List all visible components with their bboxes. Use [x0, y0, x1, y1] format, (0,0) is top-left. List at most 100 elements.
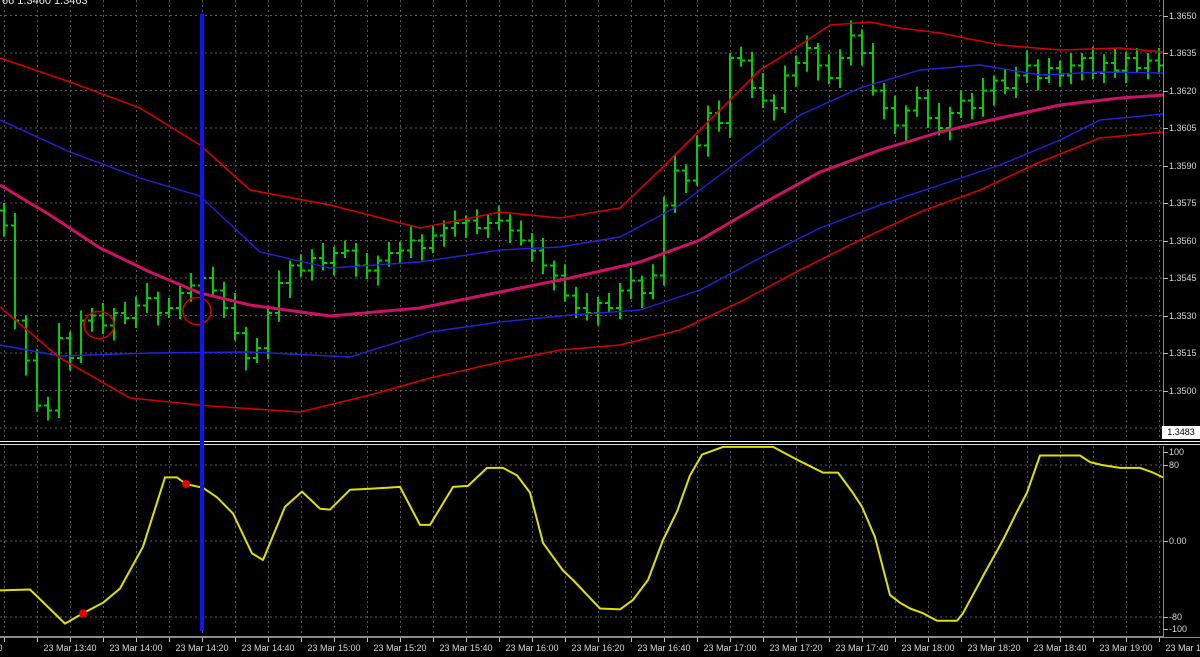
time-axis[interactable]: 23 Mar 13:20 23 Mar 13:40 23 Mar 14:00 23 M…	[0, 637, 1200, 657]
time-scale-tick	[829, 638, 830, 642]
time-scale-tick	[37, 638, 38, 642]
ohlc-bar	[792, 55, 800, 87]
ohlc-bar	[627, 268, 635, 300]
ohlc-bar	[275, 270, 283, 322]
ohlc-bar	[1111, 48, 1119, 78]
time-scale-label: 23 Mar 13:40	[43, 643, 97, 653]
price-scale-tick	[1163, 90, 1168, 92]
ohlc-bar	[99, 303, 107, 335]
vertical-cursor-line[interactable]	[200, 14, 204, 631]
signal-dot[interactable]	[79, 609, 87, 618]
signal-dot[interactable]	[182, 480, 190, 488]
oscillator-scale-label: -80	[1169, 612, 1183, 622]
ohlc-bar	[308, 249, 316, 281]
price-scale-label: 1.3590	[1169, 160, 1197, 171]
ohlc-bar	[0, 203, 8, 237]
time-scale-tick	[1126, 638, 1127, 642]
time-scale-tick	[1093, 638, 1094, 642]
price-scale-label: 1.3635	[1169, 48, 1197, 58]
time-scale-label: 23 Mar 18:20	[967, 643, 1021, 653]
oscillator-line	[0, 446, 1164, 625]
current-price-box: 1.3483	[1162, 426, 1200, 439]
ohlc-bar	[913, 86, 921, 117]
time-scale-tick	[136, 638, 137, 642]
highlight-ellipse[interactable]	[182, 296, 212, 326]
time-scale-label: 23 Mar 15:20	[373, 643, 427, 653]
ohlc-bar	[825, 54, 833, 85]
time-scale-label: 23 Mar 16:20	[571, 643, 625, 653]
ohlc-bar	[616, 283, 624, 320]
price-scale-tick	[1163, 278, 1168, 279]
ohlc-bar	[330, 246, 338, 276]
inner-band-lower-blue	[0, 113, 1164, 358]
ohlc-bar	[770, 94, 778, 121]
oscillator-panel[interactable]	[0, 446, 1200, 637]
ohlc-bar	[583, 293, 591, 321]
ohlc-bar	[759, 73, 767, 108]
ohlc-bar	[946, 106, 954, 141]
quote-title-text: 66 1.3460 1.3463	[2, 0, 88, 7]
price-scale-label: 1.3560	[1169, 235, 1197, 246]
inner-band-upper-blue	[0, 64, 1164, 269]
time-scale-tick	[499, 638, 500, 642]
ohlc-bar	[352, 243, 360, 277]
ohlc-bar	[396, 241, 404, 263]
ohlc-bar	[1023, 50, 1031, 83]
time-scale-label: 23 Mar 16:40	[637, 643, 691, 653]
ohlc-bar	[891, 95, 899, 135]
price-scale-label: 1.3620	[1169, 85, 1197, 96]
ohlc-bar	[1001, 69, 1009, 95]
price-scale-tick	[1163, 353, 1168, 354]
time-scale-tick	[70, 638, 71, 642]
ohlc-bar	[1089, 46, 1097, 80]
ohlc-bar	[715, 100, 723, 132]
price-scale-tick	[1163, 15, 1168, 17]
ohlc-bar	[649, 264, 657, 300]
price-scale-tick	[1163, 315, 1168, 317]
price-chart-panel[interactable]	[0, 0, 1200, 438]
ohlc-bar	[594, 296, 602, 326]
time-scale-tick	[235, 638, 236, 642]
time-scale-tick	[664, 638, 665, 642]
time-scale-tick	[796, 638, 797, 642]
time-scale-label: 23 Mar 17:20	[769, 643, 823, 653]
price-bars	[0, 20, 1163, 421]
price-scale-label: 1.3545	[1169, 273, 1197, 283]
ohlc-bar	[836, 49, 844, 88]
price-scale-tick	[1163, 165, 1168, 167]
time-scale-tick	[598, 638, 599, 642]
price-scale-tick	[1163, 53, 1168, 54]
splitter-line-bottom	[0, 444, 1200, 445]
ohlc-bar	[704, 105, 712, 157]
time-scale-tick	[466, 638, 467, 642]
panel-splitter[interactable]	[0, 438, 1200, 446]
price-scale-label: 1.3500	[1169, 385, 1197, 396]
price-scale-tick	[1163, 390, 1168, 392]
ohlc-bar	[418, 234, 426, 261]
ohlc-bar	[209, 266, 217, 297]
ohlc-bar	[1078, 53, 1086, 81]
time-scale-tick	[994, 638, 995, 642]
ohlc-bar	[1012, 66, 1020, 98]
ohlc-bar	[1045, 58, 1053, 83]
ohlc-bar	[264, 305, 272, 360]
ohlc-bar	[528, 233, 536, 262]
ohlc-bar	[11, 213, 19, 330]
ohlc-bar	[726, 53, 734, 138]
ohlc-bar	[1144, 53, 1152, 80]
ohlc-bar	[847, 20, 855, 66]
outer-band-upper-red	[0, 21, 1164, 229]
ohlc-bar	[1122, 51, 1130, 83]
oscillator-scale-tick	[1163, 541, 1168, 542]
highlight-ellipse[interactable]	[83, 310, 115, 340]
splitter-line-top	[0, 441, 1200, 442]
time-scale-tick	[1060, 638, 1061, 642]
ohlc-bar	[550, 260, 558, 291]
time-scale-tick	[334, 638, 335, 642]
ohlc-bar	[814, 43, 822, 81]
ohlc-bar	[660, 196, 668, 286]
ohlc-bar	[517, 220, 525, 246]
time-scale-tick	[202, 638, 203, 642]
ohlc-bar	[803, 35, 811, 72]
ohlc-bar	[737, 46, 745, 67]
